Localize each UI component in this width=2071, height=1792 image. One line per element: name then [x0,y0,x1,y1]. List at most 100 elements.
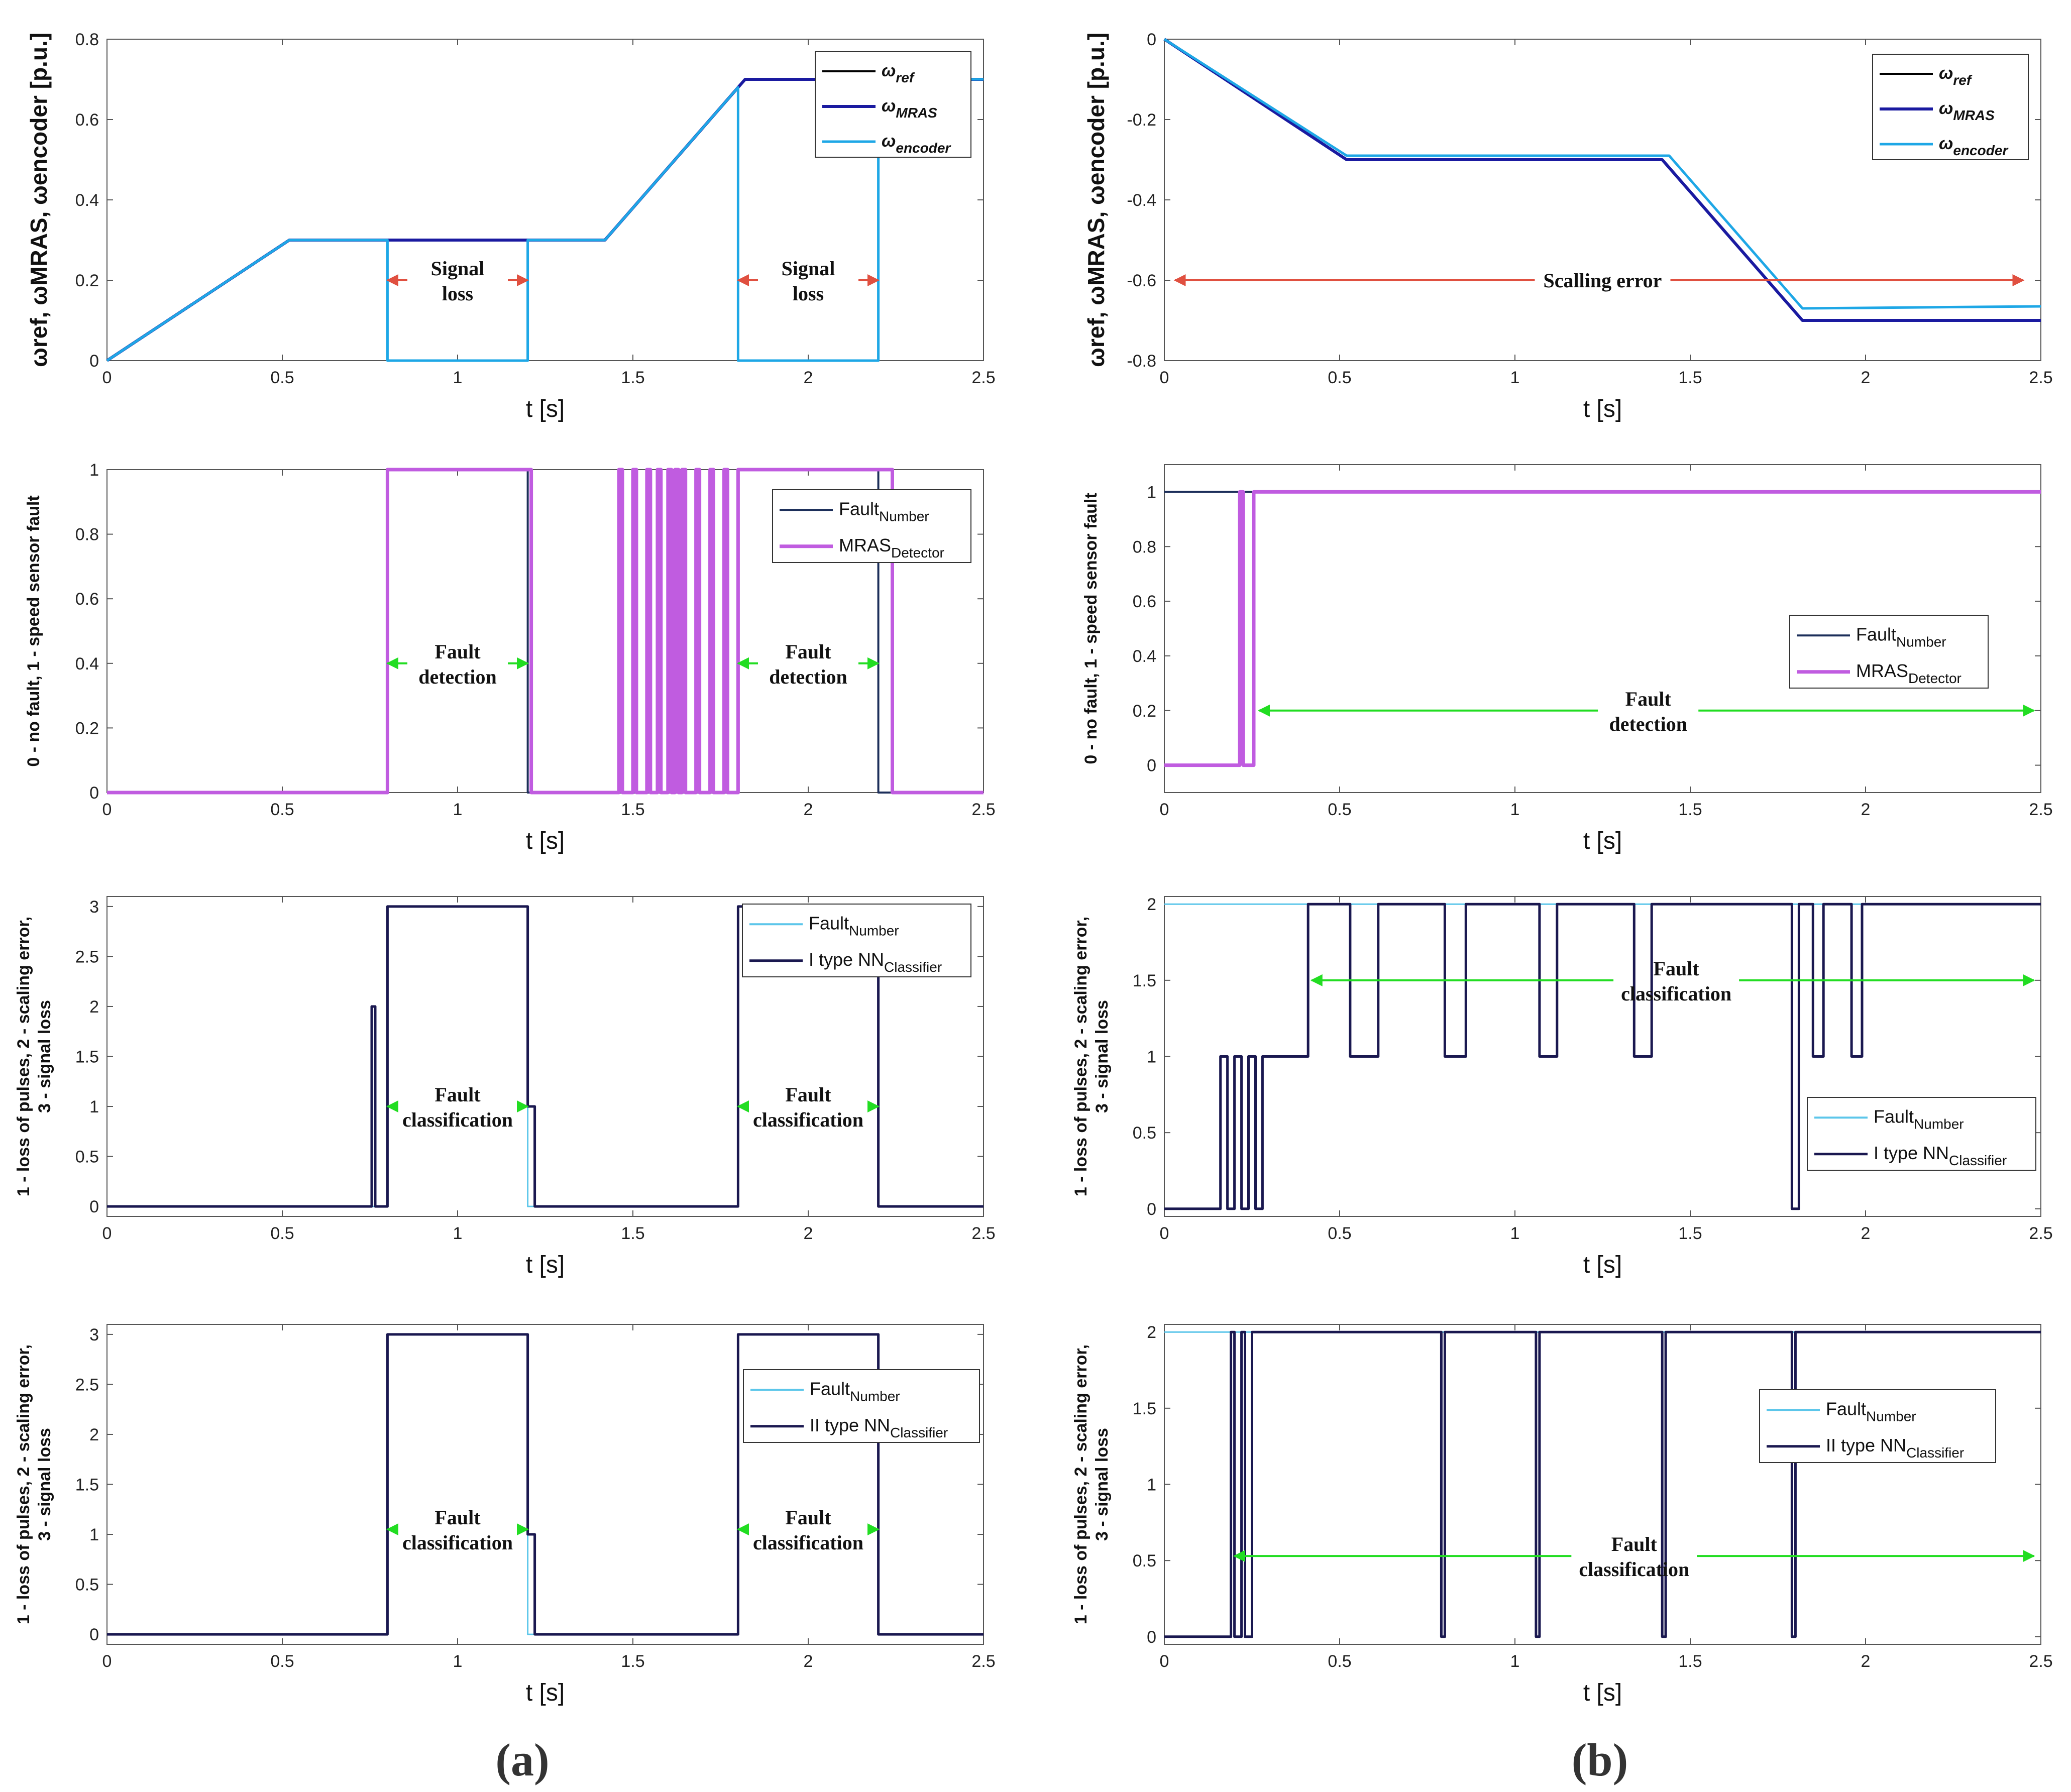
y-tick-label: 0 [1147,756,1156,775]
x-tick-label: 0.5 [270,368,294,387]
legend: FaultNumber II type NNClassifier [743,1369,980,1443]
legend-label: ωMRAS [1939,99,1995,123]
x-tick-label: 0 [102,1224,112,1243]
y-tick-label: 0.5 [75,1148,99,1167]
series-line-ωencoder [106,78,984,362]
series-line-MRASDetector [1164,490,2041,767]
y-tick-label: 2 [1147,1323,1156,1342]
y-tick-label: 3 [89,898,99,917]
chart-a1: 0 0.5 1 1.5 2 2.5 0 0.2 0.4 0.6 0.8 t [s] ωref, ωMRA… [26,30,996,422]
chart-b2: 0 0.5 1 1.5 2 2.5 0 0.2 0.4 0.6 0.8 1 t [s] 0 - no fa… [1081,464,2053,854]
y-tick-label: 1.5 [75,1048,99,1067]
y-tick-label: 1.5 [75,1476,99,1495]
y-axis-label: 0 - no fault, 1 - speed sensor fault [1081,493,1101,764]
legend-label: ωencoder [1939,134,2009,158]
y-tick-label: 1 [1147,1476,1156,1495]
x-tick-label: 2 [1861,368,1871,387]
x-tick-label: 0.5 [270,800,294,819]
legend-label: ωref [1939,64,1973,88]
legend-box [772,489,971,563]
legend-box [742,904,971,977]
x-tick-label: 1.5 [1678,368,1702,387]
y-tick-label: 0 [89,783,99,803]
annotation-text: Fault [785,1506,831,1529]
x-tick-label: 2.5 [971,800,995,819]
y-tick-label: 0 [1147,30,1156,49]
chart-b3: 0 0.5 1 1.5 2 2.5 0 0.5 1 1.5 2 t [s] 1 - loss of pu… [1071,895,2053,1278]
legend-label: II type NNClassifier [810,1415,948,1440]
chart-a4: 0 0.5 1 1.5 2 2.5 0 0.5 1 1.5 2 2.5 3 t [s] 1 - loss o… [14,1324,996,1706]
legend-box [1872,54,2029,160]
series-line-MRASDetector [107,468,984,795]
y-tick-label: 2 [89,997,99,1017]
legend-box [1789,615,1989,689]
legend-label: I type NNClassifier [1874,1143,2007,1168]
annotation-text: Signal [431,257,485,280]
x-tick-label: 1 [453,800,463,819]
y-axis-label: 1 - loss of pulses, 2 - scaling error, 3 … [1071,917,1112,1196]
y-tick-label: 0.8 [75,525,99,544]
y-tick-label: -0.2 [1127,110,1156,130]
x-tick-label: 0.5 [1328,1224,1351,1243]
chart-a3: 0 0.5 1 1.5 2 2.5 0 0.5 1 1.5 2 2.5 3 t [s] 1 - loss o… [14,896,996,1278]
y-axis-label: 0 - no fault, 1 - speed sensor fault [24,495,43,766]
y-tick-label: 1.5 [1133,1399,1156,1418]
legend: FaultNumber I type NNClassifier [742,904,971,977]
y-axis-label: 1 - loss of pulses, 2 - scaling error, 3 … [1071,1345,1112,1624]
x-axis-label: t [s] [526,1252,565,1278]
x-tick-label: 1.5 [1678,1652,1702,1671]
x-axis-label: t [s] [526,396,565,422]
y-tick-label: 0.2 [75,271,99,290]
x-tick-label: 1.5 [1678,1224,1702,1243]
y-tick-label: 2.5 [75,1375,99,1394]
y-tick-label: 0.4 [75,191,99,210]
annotation-text: detection [1609,713,1687,735]
y-tick-label: 1 [89,1525,99,1544]
y-tick-label: -0.8 [1127,352,1156,371]
annotation-text: Fault [1654,957,1700,980]
x-axis-label: t [s] [1583,1679,1622,1706]
x-tick-label: 2 [804,368,813,387]
y-tick-label: 1 [89,461,99,480]
axes-box [1164,1324,2041,1645]
y-tick-label: 2.5 [75,947,99,966]
x-tick-label: 0.5 [1328,1652,1351,1671]
annotation-text: Fault [785,1083,831,1106]
x-tick-label: 2 [1861,1652,1871,1671]
annotation-text: detection [769,665,847,688]
annotation-text: Fault [1625,688,1672,710]
x-tick-label: 2.5 [2029,368,2052,387]
annotation-text: Fault [434,1083,481,1106]
x-tick-label: 2.5 [2029,1224,2052,1243]
x-tick-label: 1.5 [621,800,644,819]
annotation-text: Fault [434,1506,481,1529]
annotation-text: classification [402,1531,513,1554]
legend: FaultNumber MRASDetector [1789,615,1989,689]
x-axis-label: t [s] [526,828,565,854]
series-line-II-type-NNClassifier [1164,1330,2041,1638]
y-tick-label: -0.4 [1127,191,1156,210]
y-tick-label: 0.5 [1133,1124,1156,1143]
annotation-text: Fault [1611,1533,1658,1555]
x-tick-label: 1 [1510,368,1520,387]
annotation-text: classification [1621,982,1731,1005]
legend: ωref ωMRAS ωencoder [815,51,971,158]
series-line-ωencoder [1163,38,2041,310]
x-axis-label: t [s] [526,1679,565,1706]
y-tick-label: 0.4 [1133,647,1156,666]
y-tick-label: 0 [89,1625,99,1644]
annotation-text: classification [753,1108,863,1131]
y-tick-label: 0 [1147,1200,1156,1219]
y-axis-label: ωref, ωMRAS, ωencoder [p.u.] [26,33,52,367]
legend-box [815,51,971,158]
legend: FaultNumber I type NNClassifier [1807,1097,2036,1171]
annotation-text: loss [793,282,824,305]
y-axis-label: ωref, ωMRAS, ωencoder [p.u.] [1083,33,1109,367]
y-tick-label: 3 [89,1325,99,1345]
y-tick-label: 0.6 [1133,592,1156,611]
x-tick-label: 2.5 [971,1652,995,1671]
x-tick-label: 2 [804,800,813,819]
legend-label: FaultNumber [839,498,929,524]
legend-label: MRASDetector [1856,660,1961,686]
